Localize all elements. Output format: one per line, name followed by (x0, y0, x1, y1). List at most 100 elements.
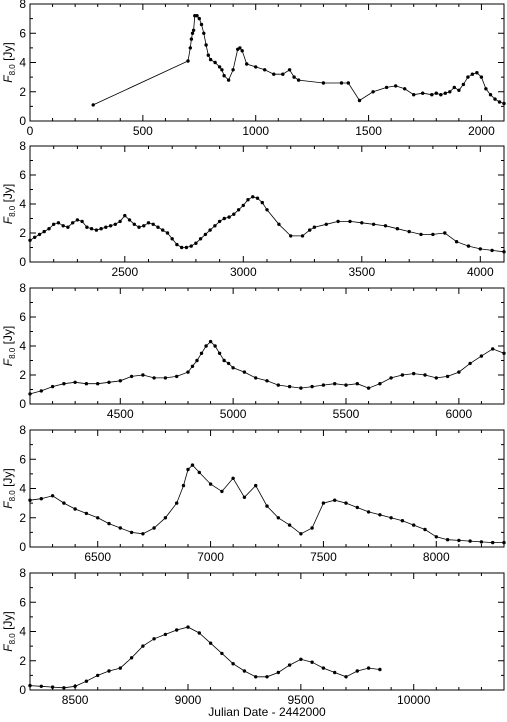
data-point (152, 376, 156, 380)
data-point (299, 532, 303, 536)
data-point (434, 376, 438, 380)
data-point (357, 98, 362, 103)
data-point (378, 382, 382, 386)
x-tick-label: 5500 (333, 407, 360, 421)
data-point (217, 65, 222, 69)
data-point (170, 237, 174, 241)
x-tick-label: 5000 (220, 407, 247, 421)
data-point (129, 374, 134, 379)
data-point (254, 376, 258, 380)
panel-2: 2500 3000 3500 4000 0 2 4 6 8 F8.0 [Jy] (1, 139, 506, 279)
x-axis-label: Julian Date - 2442000 (208, 705, 326, 719)
x-tick-label: 4000 (467, 265, 494, 279)
data-point (466, 75, 470, 79)
y-tick-label: 0 (19, 540, 26, 554)
data-point (355, 505, 359, 510)
data-point (407, 229, 411, 234)
data-point (190, 31, 195, 35)
data-point (412, 523, 416, 527)
data-point (175, 374, 179, 379)
data-point (186, 467, 190, 472)
data-point (378, 513, 382, 517)
data-point (308, 228, 312, 232)
x-tick-label: 3000 (230, 265, 257, 279)
data-point (198, 237, 203, 241)
data-point (62, 382, 66, 386)
data-point (28, 392, 32, 396)
data-point (389, 516, 393, 520)
data-point (272, 72, 276, 76)
data-point (213, 60, 217, 65)
data-point (28, 238, 32, 242)
data-point (222, 74, 226, 78)
x-tick-label: 500 (133, 124, 153, 138)
data-point (254, 675, 258, 679)
x-tick-label: 2500 (111, 265, 138, 279)
data-point (186, 59, 190, 63)
data-point (73, 507, 77, 511)
data-point (118, 526, 123, 530)
data-point (129, 656, 134, 660)
data-point (152, 526, 156, 530)
data-point (260, 200, 264, 205)
data-point (490, 248, 494, 253)
y-tick-label: 2 (19, 654, 26, 668)
data-point (281, 72, 285, 76)
x-tick-label: 0 (27, 124, 34, 138)
y-tick-label: 8 (19, 281, 26, 295)
data-point (299, 657, 303, 661)
data-point (190, 463, 195, 467)
data-point (127, 218, 132, 222)
data-point (195, 14, 199, 18)
data-point (265, 504, 269, 508)
data-point (202, 31, 206, 35)
data-point (292, 75, 296, 79)
data-point (50, 384, 55, 389)
data-point (445, 538, 450, 542)
data-point (118, 379, 123, 383)
y-tick-label: 0 (19, 255, 26, 269)
data-point (491, 347, 495, 351)
data-point (141, 644, 145, 648)
data-point (423, 373, 427, 377)
y-tick-label: 2 (19, 226, 26, 240)
data-point (84, 382, 89, 386)
data-point (217, 351, 222, 355)
data-point (366, 666, 371, 670)
data-point (52, 222, 56, 226)
data-point (457, 88, 461, 93)
data-point (497, 100, 502, 104)
data-point (336, 219, 340, 224)
data-point (47, 227, 51, 231)
data-point (37, 232, 42, 237)
data-point (33, 235, 37, 239)
data-point (395, 227, 400, 231)
panel-4: 6500 7000 7500 8000 0 2 4 6 8 F8.0 [Jy] (1, 423, 506, 564)
data-point (241, 203, 245, 208)
x-tick-label: 6000 (446, 407, 473, 421)
data-point (491, 540, 495, 545)
data-point (333, 498, 337, 502)
data-point (62, 501, 66, 505)
series-line (29, 341, 505, 395)
panel-frame (29, 3, 505, 122)
data-point (245, 62, 249, 66)
y-tick-label: 4 (19, 625, 26, 639)
data-point (479, 354, 484, 358)
data-point (62, 686, 66, 690)
data-point (231, 476, 235, 480)
data-point (346, 81, 350, 85)
data-point (108, 224, 113, 228)
y-tick-label: 8 (19, 423, 26, 437)
data-point (321, 383, 326, 387)
data-point (321, 666, 326, 670)
data-point (310, 660, 314, 664)
y-tick-label: 4 (19, 482, 26, 496)
x-tick-label: 8000 (423, 550, 450, 564)
data-point (118, 219, 122, 224)
data-point (475, 71, 479, 75)
data-point (71, 221, 75, 225)
data-point (238, 46, 242, 50)
data-point (231, 662, 235, 666)
data-point (383, 224, 388, 228)
